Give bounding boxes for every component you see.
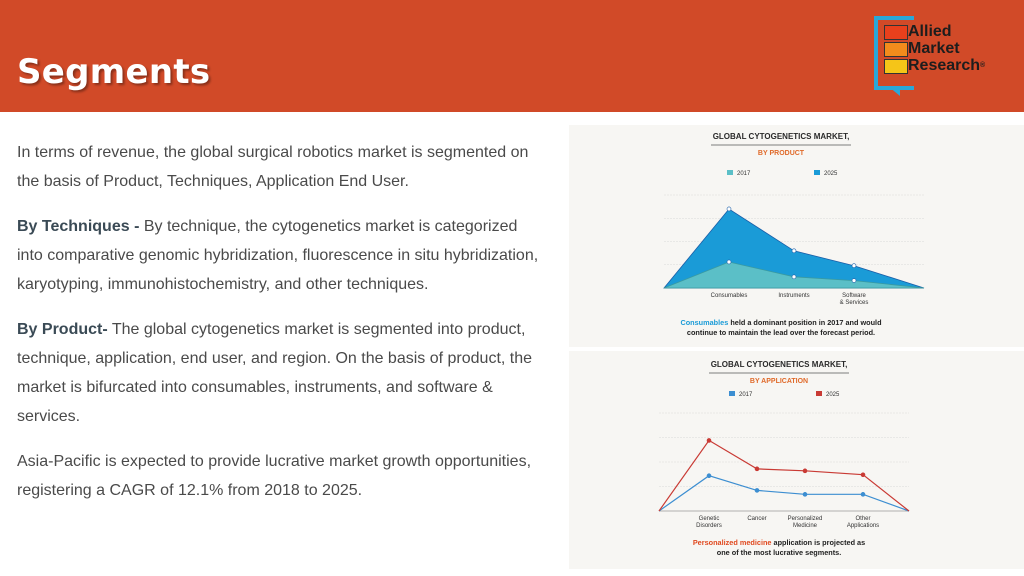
data-point-2025-0 <box>706 438 712 443</box>
chart-caption-line-2: one of the most lucrative segments. <box>717 548 841 557</box>
chart-title: GLOBAL CYTOGENETICS MARKET, <box>711 360 848 369</box>
paragraph-product: By Product- The global cytogenetics mark… <box>17 315 547 431</box>
category-label: Other <box>855 516 870 522</box>
category-label: & Services <box>840 300 869 306</box>
chart-by-application: GLOBAL CYTOGENETICS MARKET, BY APPLICATIO… <box>658 360 910 557</box>
logo-red-square-icon <box>884 25 908 40</box>
body-text: In terms of revenue, the global surgical… <box>17 138 547 521</box>
logo-orange-square-icon <box>884 42 908 57</box>
line-series-2025 <box>658 439 910 512</box>
techniques-text: By technique, the cytogenetics market is… <box>17 218 539 293</box>
legend-label-2025: 2025 <box>826 392 840 398</box>
category-label: Genetic <box>699 516 720 522</box>
category-label: Medicine <box>793 523 818 529</box>
logo-speech-tail-icon <box>888 86 900 96</box>
caption-rest: application is projected as <box>772 538 866 547</box>
category-label: Instruments <box>778 293 809 299</box>
chart-panel-by-product: GLOBAL CYTOGENETICS MARKET, BY PRODUCT 201… <box>569 125 1024 347</box>
data-point-2017-0 <box>706 473 712 479</box>
caption-highlight: Consumables <box>680 318 728 327</box>
legend-swatch-2017 <box>729 391 735 396</box>
chart-panel-by-application: GLOBAL CYTOGENETICS MARKET, BY APPLICATIO… <box>569 351 1024 569</box>
logo-line-3: Research® <box>908 58 985 74</box>
chart-caption-line-1: Personalized medicine application is pro… <box>693 538 865 547</box>
data-point-2025-2 <box>802 468 808 474</box>
logo-line-1: Allied <box>908 23 952 40</box>
paragraph-asia-pacific: Asia-Pacific is expected to provide lucr… <box>17 453 532 499</box>
category-label: Consumables <box>711 293 748 299</box>
legend-swatch-2025 <box>816 391 822 396</box>
logo-registered-mark: ® <box>980 62 986 69</box>
chart-title: GLOBAL CYTOGENETICS MARKET, <box>713 132 850 141</box>
paragraph-intro: In terms of revenue, the global surgical… <box>17 144 529 190</box>
allied-market-research-logo: Allied Market Research® <box>872 14 1018 98</box>
data-point-2025-3 <box>860 472 866 478</box>
data-point-2025-1 <box>754 466 760 472</box>
category-label: Software <box>842 293 866 299</box>
data-point-2017-2 <box>802 492 808 497</box>
logo-line-3-text: Research <box>908 57 981 74</box>
chart-subtitle: BY APPLICATION <box>750 378 808 385</box>
data-point-2017-2 <box>851 278 857 283</box>
data-point-2025-2 <box>851 263 857 268</box>
chart-subtitle: BY PRODUCT <box>758 150 805 157</box>
page-title: Segments <box>17 52 211 92</box>
data-point-2025-0 <box>726 206 732 212</box>
legend-label-2017: 2017 <box>739 392 753 398</box>
legend-label-2025: 2025 <box>824 171 838 177</box>
caption-rest: held a dominant position in 2017 and wou… <box>728 318 881 327</box>
category-label: Applications <box>847 523 879 529</box>
techniques-label: By Techniques - <box>17 218 140 235</box>
data-point-2025-1 <box>791 248 797 254</box>
legend-swatch-2017 <box>727 170 733 175</box>
legend-swatch-2025 <box>814 170 820 175</box>
product-text: The global cytogenetics market is segmen… <box>17 321 533 425</box>
chart-caption-line-1: Consumables held a dominant position in … <box>680 318 881 327</box>
logo-yellow-square-icon <box>884 59 908 74</box>
caption-highlight: Personalized medicine <box>693 538 772 547</box>
legend-label-2017: 2017 <box>737 171 751 177</box>
data-point-2017-3 <box>860 492 866 497</box>
paragraph-techniques: By Techniques - By technique, the cytoge… <box>17 212 547 299</box>
category-label: Disorders <box>696 523 722 529</box>
logo-line-2: Market <box>908 40 960 57</box>
chart-by-product: GLOBAL CYTOGENETICS MARKET, BY PRODUCT 201… <box>663 132 925 337</box>
category-label: Cancer <box>747 516 766 522</box>
data-point-2017-1 <box>754 488 760 493</box>
category-label: Personalized <box>788 516 823 522</box>
line-series-2017 <box>658 475 910 512</box>
product-label: By Product- <box>17 321 108 338</box>
header-bar <box>0 0 1024 112</box>
data-point-2017-1 <box>791 274 797 280</box>
data-point-2017-0 <box>726 259 732 265</box>
area-series-2017 <box>663 261 925 289</box>
chart-caption-line-2: continue to maintain the lead over the f… <box>687 328 875 337</box>
